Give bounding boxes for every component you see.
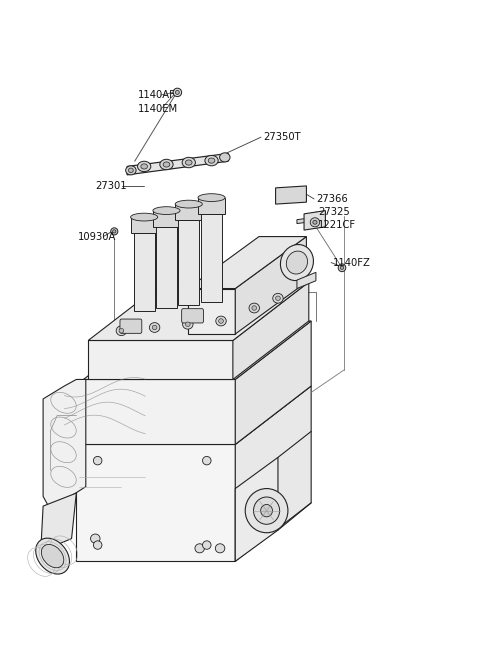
Text: 1221CF: 1221CF xyxy=(318,220,357,230)
Text: 27350T: 27350T xyxy=(263,132,300,142)
Ellipse shape xyxy=(205,155,218,166)
Text: 10930A: 10930A xyxy=(78,232,116,242)
Polygon shape xyxy=(134,233,155,311)
Ellipse shape xyxy=(253,497,280,524)
Polygon shape xyxy=(156,227,177,308)
Ellipse shape xyxy=(175,200,203,208)
Polygon shape xyxy=(188,289,235,334)
Ellipse shape xyxy=(129,168,133,173)
Ellipse shape xyxy=(276,296,280,301)
Ellipse shape xyxy=(261,504,273,517)
Ellipse shape xyxy=(131,213,158,221)
Ellipse shape xyxy=(245,489,288,533)
Ellipse shape xyxy=(313,220,317,224)
Ellipse shape xyxy=(182,320,193,329)
Text: 1140FZ: 1140FZ xyxy=(333,257,371,267)
Ellipse shape xyxy=(111,228,118,235)
Polygon shape xyxy=(188,236,306,289)
Polygon shape xyxy=(233,282,309,379)
Ellipse shape xyxy=(203,457,211,465)
Ellipse shape xyxy=(137,161,151,172)
Ellipse shape xyxy=(280,244,313,280)
Polygon shape xyxy=(84,379,235,444)
Ellipse shape xyxy=(94,541,102,550)
Polygon shape xyxy=(304,211,325,230)
Polygon shape xyxy=(84,321,311,379)
Ellipse shape xyxy=(185,160,192,165)
Polygon shape xyxy=(235,321,311,444)
Polygon shape xyxy=(235,236,306,334)
Ellipse shape xyxy=(94,457,102,465)
Ellipse shape xyxy=(273,293,283,303)
Ellipse shape xyxy=(153,207,180,214)
Polygon shape xyxy=(88,341,233,379)
Ellipse shape xyxy=(141,164,147,169)
Text: 27325: 27325 xyxy=(318,207,350,217)
Ellipse shape xyxy=(160,159,173,170)
Ellipse shape xyxy=(36,538,70,574)
Polygon shape xyxy=(153,211,180,227)
Polygon shape xyxy=(76,444,235,561)
Text: 1140AF: 1140AF xyxy=(138,90,176,100)
Polygon shape xyxy=(76,386,311,444)
Ellipse shape xyxy=(219,319,223,324)
Ellipse shape xyxy=(173,88,181,97)
Ellipse shape xyxy=(338,264,346,272)
Text: 27301: 27301 xyxy=(96,181,127,191)
Polygon shape xyxy=(41,493,76,552)
Ellipse shape xyxy=(113,230,116,233)
Ellipse shape xyxy=(216,544,225,553)
Polygon shape xyxy=(235,457,278,561)
Ellipse shape xyxy=(163,162,170,167)
Ellipse shape xyxy=(340,266,344,269)
Ellipse shape xyxy=(252,306,257,310)
Polygon shape xyxy=(235,386,311,561)
Ellipse shape xyxy=(149,323,160,332)
Ellipse shape xyxy=(310,217,320,227)
Ellipse shape xyxy=(219,153,230,162)
Text: 1140EM: 1140EM xyxy=(138,104,178,114)
Ellipse shape xyxy=(152,326,157,329)
Polygon shape xyxy=(276,186,306,204)
Ellipse shape xyxy=(182,157,195,168)
Ellipse shape xyxy=(116,326,127,335)
Ellipse shape xyxy=(208,158,215,163)
Ellipse shape xyxy=(195,544,204,553)
Ellipse shape xyxy=(176,90,179,94)
Ellipse shape xyxy=(126,166,136,175)
Polygon shape xyxy=(127,153,228,175)
Polygon shape xyxy=(179,220,199,305)
Ellipse shape xyxy=(203,541,211,550)
Ellipse shape xyxy=(119,328,124,333)
Ellipse shape xyxy=(185,322,190,327)
Ellipse shape xyxy=(287,251,308,274)
Polygon shape xyxy=(43,379,86,510)
Text: 27366: 27366 xyxy=(316,194,348,204)
FancyBboxPatch shape xyxy=(120,319,142,333)
Polygon shape xyxy=(201,214,222,301)
Polygon shape xyxy=(131,217,158,233)
Polygon shape xyxy=(297,218,306,223)
Ellipse shape xyxy=(91,534,100,543)
Polygon shape xyxy=(88,282,309,341)
FancyBboxPatch shape xyxy=(181,309,204,323)
Polygon shape xyxy=(297,272,316,289)
Ellipse shape xyxy=(198,194,225,202)
Ellipse shape xyxy=(41,544,64,568)
Ellipse shape xyxy=(249,303,260,313)
Ellipse shape xyxy=(216,316,226,326)
Polygon shape xyxy=(175,204,203,220)
Polygon shape xyxy=(198,198,225,214)
